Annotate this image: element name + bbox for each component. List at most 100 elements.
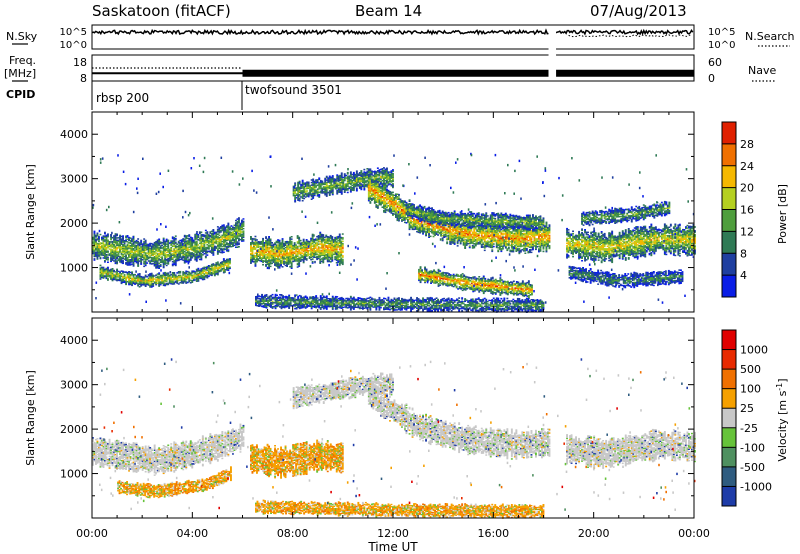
data-cell bbox=[266, 243, 269, 245]
data-cell bbox=[358, 187, 361, 189]
data-cell bbox=[352, 171, 355, 174]
data-cell bbox=[143, 258, 146, 260]
data-cell bbox=[230, 245, 233, 248]
data-cell bbox=[398, 197, 400, 199]
data-cell bbox=[207, 241, 210, 243]
data-cell bbox=[230, 239, 233, 241]
data-cell bbox=[319, 250, 322, 253]
data-cell bbox=[150, 258, 153, 260]
data-cell bbox=[216, 269, 219, 271]
data-cell bbox=[343, 173, 346, 175]
data-cell bbox=[229, 232, 231, 234]
data-cell bbox=[132, 255, 135, 257]
data-cell bbox=[152, 253, 155, 255]
data-cell bbox=[194, 238, 197, 241]
data-cell bbox=[286, 251, 288, 253]
data-cell bbox=[164, 255, 167, 258]
data-cell bbox=[197, 277, 200, 280]
data-cell bbox=[122, 236, 124, 239]
data-cell bbox=[284, 262, 287, 264]
data-cell bbox=[318, 178, 321, 180]
data-cell bbox=[395, 207, 397, 210]
data-cell bbox=[149, 286, 152, 288]
data-cell bbox=[332, 246, 335, 249]
data-cell bbox=[361, 177, 364, 180]
data-cell bbox=[393, 198, 396, 200]
data-cell bbox=[323, 257, 326, 259]
data-cell bbox=[155, 276, 158, 279]
data-cell bbox=[225, 258, 228, 261]
data-cell bbox=[185, 275, 188, 277]
data-cell bbox=[386, 171, 388, 174]
data-cell bbox=[185, 246, 188, 249]
data-cell bbox=[131, 250, 133, 252]
data-cell bbox=[266, 254, 269, 256]
data-cell bbox=[266, 255, 269, 257]
data-cell bbox=[96, 247, 99, 250]
data-cell bbox=[230, 243, 233, 245]
data-cell bbox=[179, 243, 182, 245]
data-cell bbox=[165, 251, 168, 254]
data-cell bbox=[153, 250, 156, 253]
data-cell bbox=[99, 248, 102, 250]
data-cell bbox=[316, 180, 319, 182]
data-cell bbox=[96, 256, 99, 259]
data-cell bbox=[354, 181, 357, 184]
data-cell bbox=[392, 177, 394, 180]
data-cell bbox=[235, 229, 237, 231]
data-cell bbox=[292, 254, 295, 256]
data-cell bbox=[372, 190, 375, 192]
data-cell bbox=[207, 235, 210, 237]
data-cell bbox=[186, 240, 189, 242]
data-cell bbox=[216, 267, 219, 269]
data-cell bbox=[188, 244, 191, 246]
data-cell bbox=[386, 178, 388, 180]
data-cell bbox=[241, 236, 243, 238]
data-cell bbox=[170, 280, 173, 282]
data-cell bbox=[192, 274, 195, 276]
data-cell bbox=[274, 246, 276, 248]
data-cell bbox=[373, 174, 376, 176]
data-cell bbox=[176, 279, 179, 282]
data-cell bbox=[104, 253, 106, 256]
data-cell bbox=[292, 193, 295, 196]
data-cell bbox=[203, 275, 206, 278]
data-cell bbox=[298, 265, 301, 267]
data-cell bbox=[92, 250, 94, 252]
data-cell bbox=[307, 182, 310, 185]
data-cell bbox=[179, 242, 182, 244]
data-cell bbox=[343, 190, 346, 192]
data-cell bbox=[278, 265, 281, 268]
data-cell bbox=[280, 248, 282, 251]
data-cell bbox=[293, 243, 296, 245]
data-cell bbox=[185, 253, 188, 255]
data-cell bbox=[260, 251, 263, 254]
data-cell bbox=[340, 181, 343, 184]
data-cell bbox=[293, 246, 296, 248]
data-cell bbox=[330, 187, 333, 189]
data-cell bbox=[254, 243, 257, 245]
data-cell bbox=[141, 276, 144, 278]
data-cell bbox=[390, 175, 393, 177]
data-cell bbox=[171, 276, 174, 278]
data-cell bbox=[134, 242, 136, 244]
data-cell bbox=[277, 259, 279, 262]
data-cell bbox=[386, 172, 388, 175]
data-cell bbox=[110, 252, 112, 254]
data-cell bbox=[254, 235, 257, 238]
data-cell bbox=[104, 232, 106, 235]
data-cell bbox=[110, 259, 112, 261]
data-cell bbox=[164, 274, 167, 277]
data-cell bbox=[378, 180, 381, 183]
data-cell bbox=[122, 249, 124, 251]
data-cell bbox=[307, 241, 310, 244]
data-cell bbox=[289, 265, 292, 268]
data-cell bbox=[238, 229, 240, 231]
data-cell bbox=[101, 274, 103, 276]
data-cell bbox=[225, 267, 228, 270]
data-cell bbox=[200, 236, 203, 238]
data-cell bbox=[284, 242, 287, 244]
data-cell bbox=[290, 257, 293, 260]
data-cell bbox=[265, 260, 267, 262]
data-cell bbox=[159, 246, 162, 248]
